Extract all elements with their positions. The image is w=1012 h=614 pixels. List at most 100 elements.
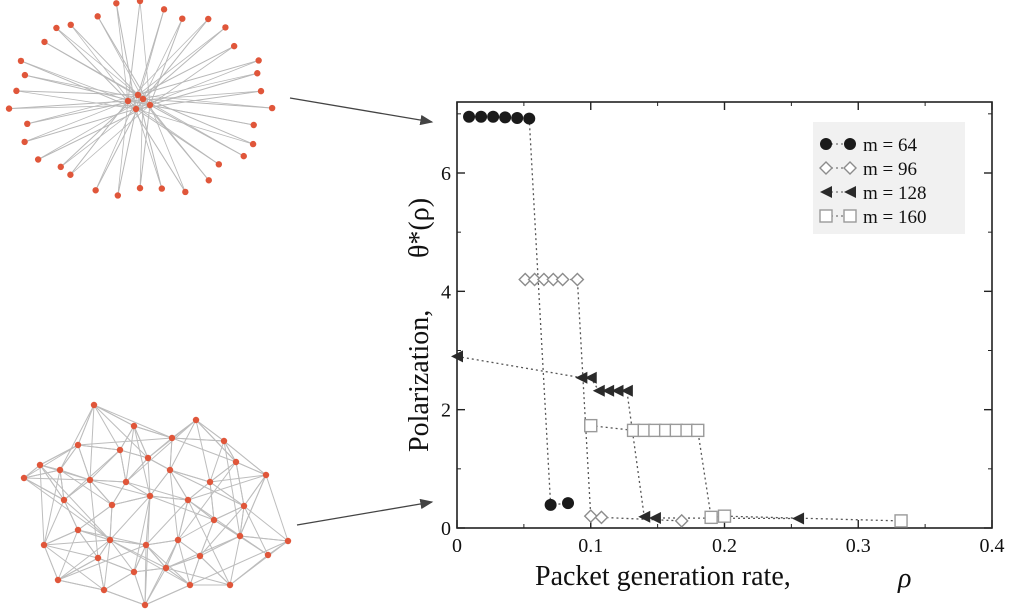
network-edge	[20, 60, 137, 110]
network-edge	[93, 404, 173, 439]
network-edge	[209, 481, 245, 507]
network-edge	[70, 24, 139, 96]
network-edge	[111, 481, 127, 506]
legend: m = 64 m = 96 m = 128 m = 160	[819, 135, 927, 228]
network-edge	[243, 505, 289, 542]
network-edge	[169, 437, 173, 471]
network-node	[92, 187, 99, 194]
y-tick-label: 4	[441, 281, 451, 303]
data-point	[611, 384, 624, 397]
network-node	[205, 177, 212, 184]
network-node	[240, 502, 248, 510]
network-edge	[63, 499, 79, 531]
network-edge	[89, 479, 127, 483]
y-axis-symbol: θ*(ρ)	[404, 198, 435, 258]
network-edge	[97, 557, 105, 591]
network-node	[240, 152, 247, 160]
network-edge	[169, 469, 189, 501]
y-tick-label: 6	[441, 163, 451, 185]
network-edge	[103, 589, 146, 606]
network-edge	[243, 474, 267, 507]
network-edge	[165, 555, 201, 569]
network-edge	[165, 567, 231, 586]
network-edge	[43, 529, 79, 546]
network-node	[196, 552, 204, 560]
data-point	[499, 111, 512, 124]
network-edge	[77, 529, 147, 546]
network-edge	[177, 539, 201, 557]
network-edge	[165, 539, 179, 569]
network-edge	[109, 539, 191, 586]
network-node	[90, 401, 98, 409]
network-edge	[187, 499, 231, 586]
network-edge	[93, 404, 149, 459]
network-edge	[149, 72, 258, 106]
legend-marker	[820, 186, 832, 198]
network-edge	[223, 440, 237, 463]
network-edge	[149, 104, 254, 126]
network-edge	[149, 469, 171, 497]
legend-marker	[843, 161, 857, 175]
network-node	[250, 121, 257, 129]
network-node	[108, 501, 116, 509]
network-edge	[169, 469, 211, 483]
network-edge	[63, 499, 111, 541]
network-edge	[209, 474, 267, 483]
network-node	[139, 95, 147, 103]
arrow-random-to-plot	[296, 498, 434, 526]
network-edge	[23, 469, 61, 479]
network-edge	[109, 504, 113, 541]
legend-marker	[819, 161, 833, 175]
network-node	[132, 105, 140, 113]
network-node	[136, 184, 144, 192]
network-node	[142, 541, 150, 549]
network-edge	[89, 479, 113, 506]
network-edge	[109, 539, 135, 573]
network-edge	[43, 544, 59, 581]
network-edge	[195, 419, 225, 442]
network-node	[192, 416, 200, 424]
data-point	[570, 272, 585, 287]
x-tick-label: 0	[452, 535, 462, 557]
network-node	[13, 87, 20, 95]
data-point	[704, 510, 718, 525]
network-edge	[103, 539, 111, 591]
network-edge	[142, 72, 258, 100]
network-edge	[20, 60, 129, 102]
legend-marker	[819, 209, 833, 223]
network-node	[40, 541, 48, 549]
network-node	[130, 422, 138, 430]
network-edge	[199, 535, 241, 557]
network-node	[53, 24, 60, 32]
data-point	[562, 497, 575, 510]
network-edge	[43, 544, 99, 559]
network-edge	[23, 464, 41, 479]
x-tick-label: 0.1	[578, 535, 603, 557]
network-node	[86, 476, 94, 484]
network-edge	[111, 495, 151, 506]
network-node	[57, 163, 64, 171]
random-network-diagram	[20, 401, 292, 609]
legend-label: m = 160	[863, 207, 927, 228]
network-node	[166, 466, 174, 474]
network-edge	[16, 90, 137, 110]
network-edge	[265, 474, 289, 542]
network-node	[284, 537, 292, 545]
network-node	[74, 526, 82, 534]
network-edge	[23, 477, 91, 481]
network-edge	[133, 425, 173, 439]
network-edge	[24, 100, 129, 143]
star-network-diagram	[5, 0, 276, 199]
legend-marker	[844, 138, 856, 150]
network-node	[134, 91, 142, 99]
network-edge	[195, 419, 237, 463]
legend-label: m = 64	[863, 135, 917, 156]
network-node	[262, 471, 270, 479]
network-edge	[95, 94, 139, 191]
network-node	[113, 0, 120, 7]
network-edge	[9, 100, 129, 110]
x-axis-symbol: ρ	[897, 563, 911, 594]
network-node	[67, 171, 74, 178]
x-axis-label: Packet generation rate,	[535, 561, 791, 592]
network-node	[230, 42, 238, 50]
